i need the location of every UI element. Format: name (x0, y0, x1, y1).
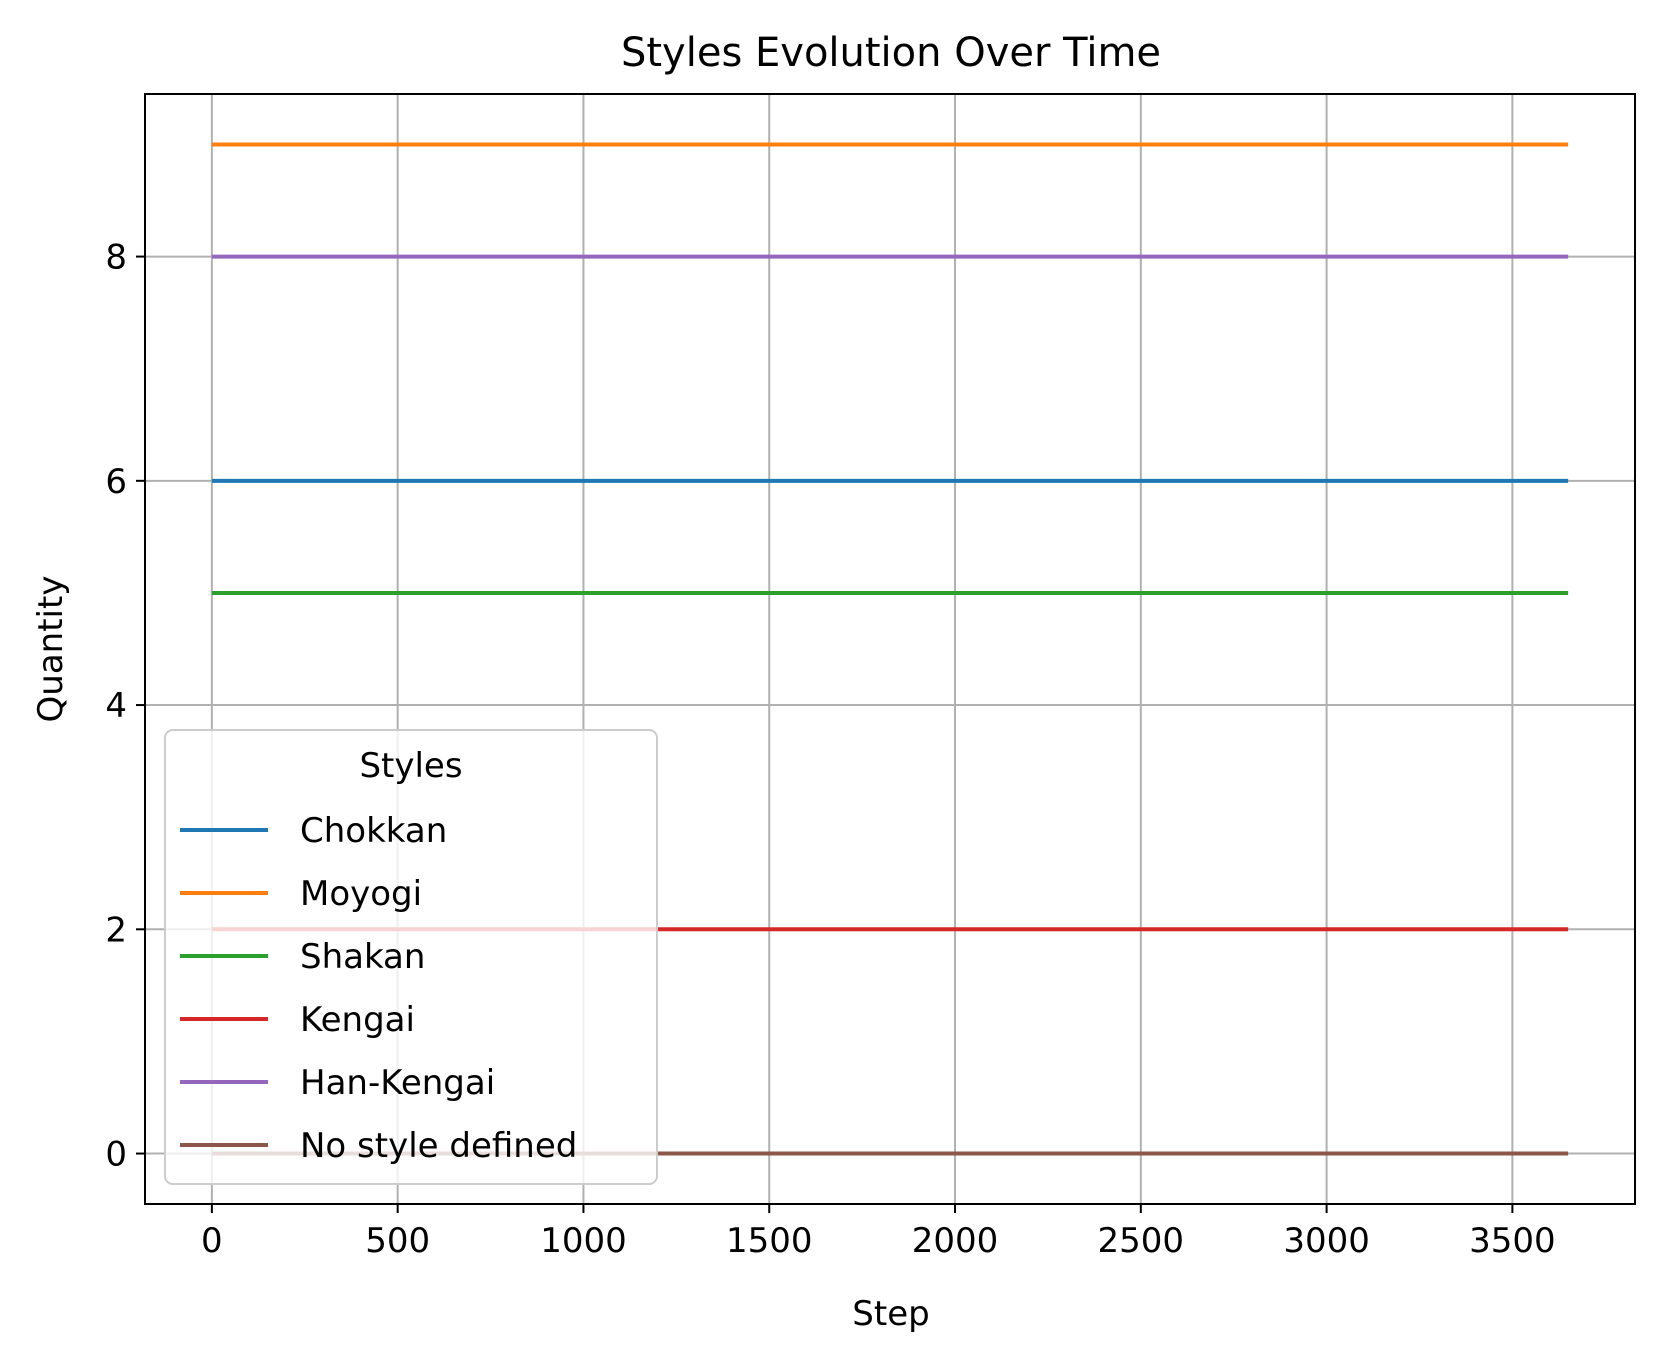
x-tick-label: 3000 (1283, 1221, 1370, 1261)
y-axis-ticks: 0 2 4 6 8 (105, 238, 145, 1175)
x-tick-label: 1000 (540, 1221, 627, 1261)
x-axis-ticks: 0 500 1000 1500 2000 2500 3000 3500 (201, 1204, 1556, 1261)
legend-label: Chokkan (300, 811, 447, 851)
legend-entries: Chokkan Moyogi Shakan Kengai Han-Kengai No st… (180, 811, 577, 1166)
x-tick-label: 2000 (912, 1221, 999, 1261)
legend-label: Han-Kengai (300, 1063, 495, 1103)
chart-title: Styles Evolution Over Time (621, 30, 1161, 76)
y-tick-label: 4 (105, 686, 127, 726)
legend-title: Styles (359, 746, 462, 786)
legend-label: Kengai (300, 1000, 415, 1040)
legend-box (164, 729, 658, 1185)
y-tick-label: 8 (105, 238, 127, 278)
x-tick-label: 3500 (1469, 1221, 1556, 1261)
x-tick-label: 1500 (726, 1221, 813, 1261)
x-tick-label: 500 (365, 1221, 430, 1261)
y-tick-label: 6 (105, 462, 127, 502)
y-axis-label: Quantity (31, 576, 71, 723)
x-axis-label: Step (852, 1294, 929, 1334)
legend-label: No style defined (300, 1126, 577, 1166)
x-tick-label: 0 (201, 1221, 223, 1261)
x-tick-label: 2500 (1098, 1221, 1185, 1261)
plot-area-frame (144, 93, 1636, 1205)
legend-label: Moyogi (300, 874, 422, 914)
y-tick-label: 2 (105, 910, 127, 950)
y-tick-label: 0 (105, 1135, 127, 1175)
legend-label: Shakan (300, 937, 425, 977)
legend: Styles Chokkan Moyogi Shakan Kengai Han-Keng… (164, 729, 658, 1185)
